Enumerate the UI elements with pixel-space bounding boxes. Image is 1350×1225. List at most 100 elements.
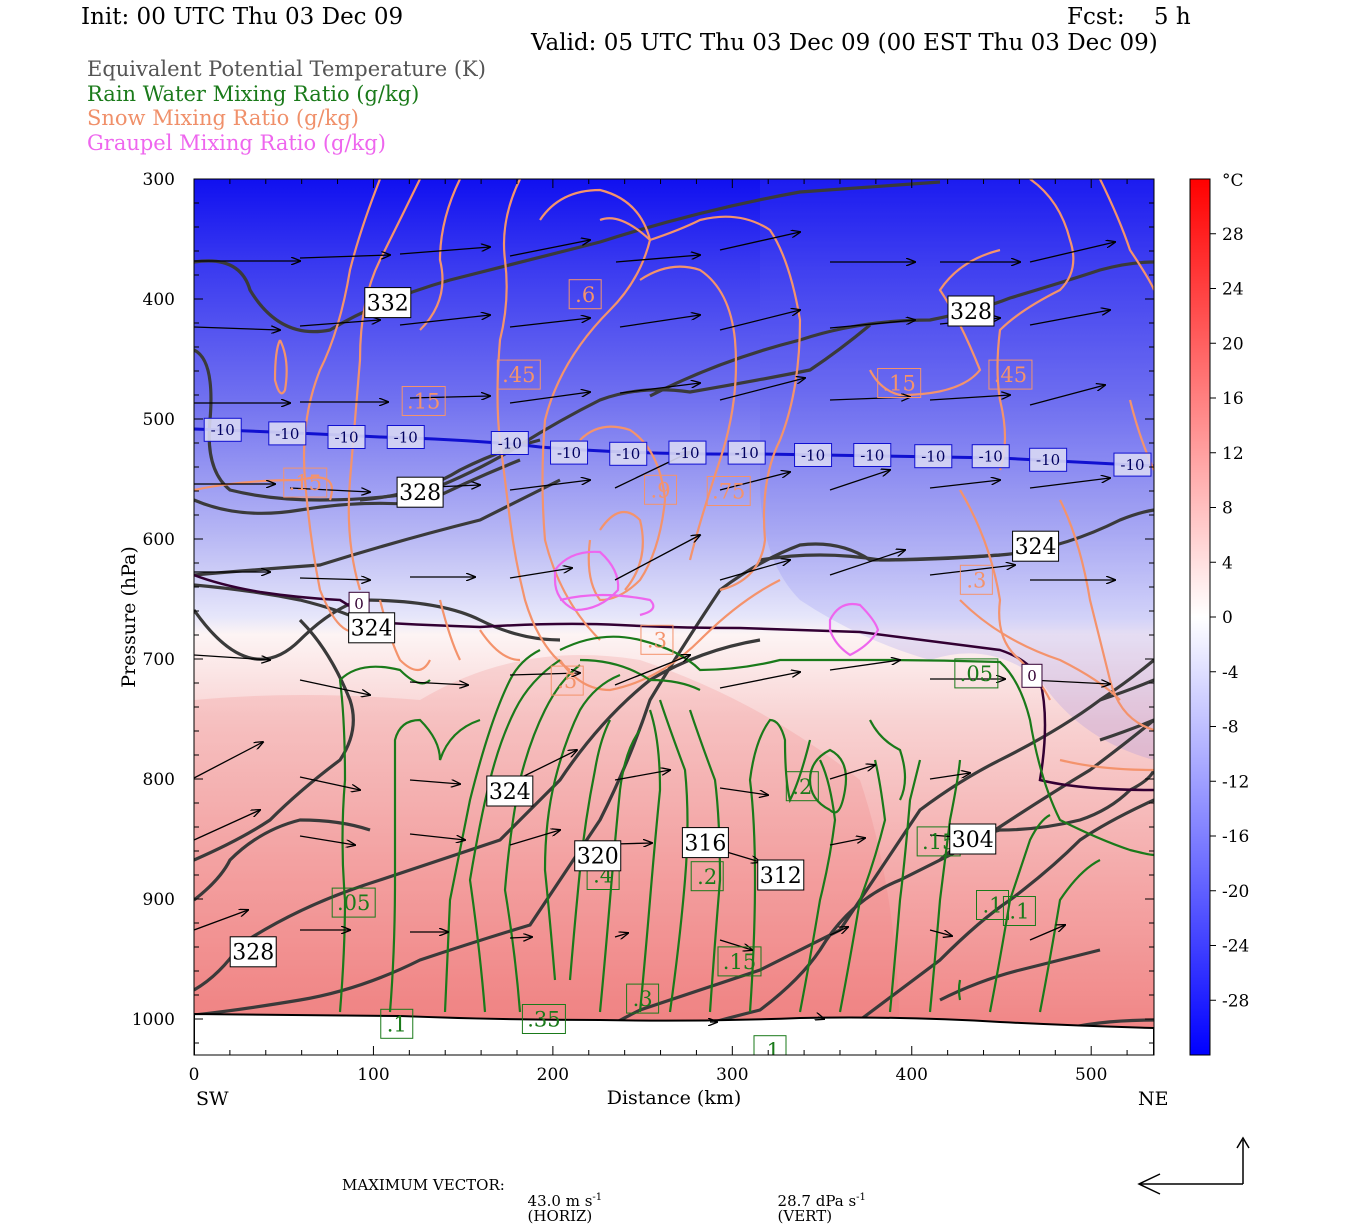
- valid-time: Valid: 05 UTC Thu 03 Dec 09 (00 EST Thu …: [531, 30, 1158, 56]
- max-horiz-vector: 43.0 m s-1 (HORIZ): [518, 1178, 603, 1224]
- rain-contour: [568, 719, 611, 981]
- theta-e-contour: [194, 478, 561, 577]
- wind-vector: [1029, 679, 1110, 684]
- theta-e-label-box: [1012, 530, 1060, 562]
- rain-contour-label: .05: [960, 662, 993, 686]
- snow-contour: [559, 579, 781, 692]
- legend-snow: Snow Mixing Ratio (g/kg): [87, 106, 359, 130]
- snow-contour-label: .9: [651, 478, 671, 502]
- y-tick-label: 700: [143, 650, 175, 670]
- rain-contour: [888, 759, 922, 1013]
- wind-vector: [409, 682, 468, 685]
- reference-vector-icon: [1137, 1136, 1250, 1195]
- isotherm-label: -10: [557, 444, 581, 462]
- x-tick-label: 100: [357, 1065, 389, 1085]
- rain-contour-label-box: [954, 658, 999, 689]
- theta-e-label-box: [396, 476, 444, 508]
- isotherm-label-box: [550, 440, 589, 465]
- rain-contour: [543, 673, 621, 981]
- snow-contour-label: .15: [407, 390, 440, 414]
- wind-vector: [619, 315, 700, 328]
- wind-vector: [299, 320, 380, 327]
- zero-isotherm-label: 0: [1027, 667, 1037, 685]
- wind-vector: [289, 487, 370, 492]
- wind-vector: [929, 773, 970, 780]
- colorbar-label: 4: [1222, 553, 1233, 573]
- rain-contour-label-box: [753, 1035, 787, 1055]
- snow-contour-label: .15: [289, 471, 322, 495]
- legend-theta-e: Equivalent Potential Temperature (K): [87, 57, 486, 81]
- colorbar-label: 24: [1222, 280, 1244, 300]
- wind-vector: [299, 255, 390, 258]
- colorbar-label: -28: [1222, 991, 1249, 1011]
- snow-contour: [1059, 499, 1154, 732]
- x-axis-title: Distance (km): [607, 1087, 742, 1109]
- rain-contour: [443, 649, 541, 1013]
- y-tick-label: 400: [143, 290, 175, 310]
- colorbar-label: -20: [1222, 882, 1249, 902]
- colorbar-label: 12: [1222, 444, 1244, 464]
- rain-contour-label: .3: [633, 987, 653, 1011]
- rain-contour-label: .05: [337, 891, 370, 915]
- wind-vector: [399, 315, 490, 326]
- rain-contour-label: .35: [527, 1008, 560, 1032]
- wind-vector: [509, 830, 560, 846]
- theta-e-label: 324: [1015, 535, 1057, 560]
- plot-area: .6.45.45.15.15.15.9.75.3.3.5.05.05.4.2.2…: [194, 179, 1154, 1055]
- theta-e-contour: [599, 718, 1154, 1055]
- graupel-contours: [553, 550, 880, 657]
- wind-vector: [614, 535, 700, 581]
- isotherm-label-box: [668, 440, 707, 465]
- warm-core-shading: [194, 655, 900, 1055]
- wind-vector: [409, 396, 490, 398]
- snow-contour-label: .5: [557, 669, 577, 693]
- colorbar-label: -4: [1222, 663, 1239, 683]
- colorbar-label: 16: [1222, 389, 1244, 409]
- rain-contour: [748, 718, 812, 1013]
- theta-e-label: 312: [760, 864, 802, 889]
- wind-vector: [1029, 385, 1105, 406]
- theta-e-contour: [194, 818, 371, 902]
- wind-vector: [829, 927, 848, 936]
- forecast-hour: Fcst: 5 h: [1067, 4, 1191, 30]
- wind-vector: [1029, 478, 1110, 489]
- wind-vector: [299, 578, 370, 580]
- rain-contour: [1038, 859, 1101, 1013]
- theta-e-contour: [194, 542, 1001, 1017]
- y-tick-label: 1000: [132, 1010, 175, 1030]
- rain-contour-label: .2: [792, 775, 812, 799]
- snow-contour-label-box: [550, 665, 584, 696]
- contour-label-layer: .6.45.45.15.15.15.9.75.3.3.5.05.05.4.2.2…: [203, 279, 1152, 1055]
- max-vert-unit: (VERT): [777, 1207, 833, 1225]
- theta-e-contour: [194, 458, 521, 515]
- snow-contour-label: .3: [647, 628, 667, 652]
- rain-contour-label: .1: [1009, 900, 1029, 924]
- isotherm-label: -10: [394, 428, 418, 446]
- wind-vector: [1029, 925, 1065, 941]
- colorbar-label: 8: [1222, 499, 1233, 519]
- rain-contour-label-box: [521, 1004, 566, 1034]
- isotherm-label: -10: [1120, 456, 1144, 474]
- y-tick-label: 600: [143, 530, 175, 550]
- wind-vector: [509, 392, 590, 404]
- isotherm-label: -10: [334, 428, 358, 446]
- snow-contour-label: .3: [966, 568, 986, 592]
- theta-e-contour: [939, 948, 1101, 1002]
- wind-vector: [614, 655, 690, 686]
- rain-contour-label-box: [717, 946, 762, 977]
- wind-vector: [409, 780, 460, 784]
- theta-e-label-box: [947, 295, 995, 327]
- isotherm-label: -10: [498, 434, 522, 452]
- isotherm-label-box: [490, 431, 529, 455]
- snow-contour: [996, 179, 1075, 471]
- snow-contour: [579, 425, 667, 602]
- wind-vector: [719, 310, 800, 331]
- rain-contour: [638, 709, 662, 1013]
- isotherm-label-box: [727, 440, 766, 465]
- theta-e-label-box: [681, 827, 729, 859]
- theta-e-label-box: [486, 775, 534, 807]
- wind-vector: [509, 568, 572, 579]
- zero-isotherm-label-box: [1021, 663, 1043, 688]
- theta-e-label-box: [364, 287, 412, 319]
- snow-contour-label: .45: [502, 363, 535, 387]
